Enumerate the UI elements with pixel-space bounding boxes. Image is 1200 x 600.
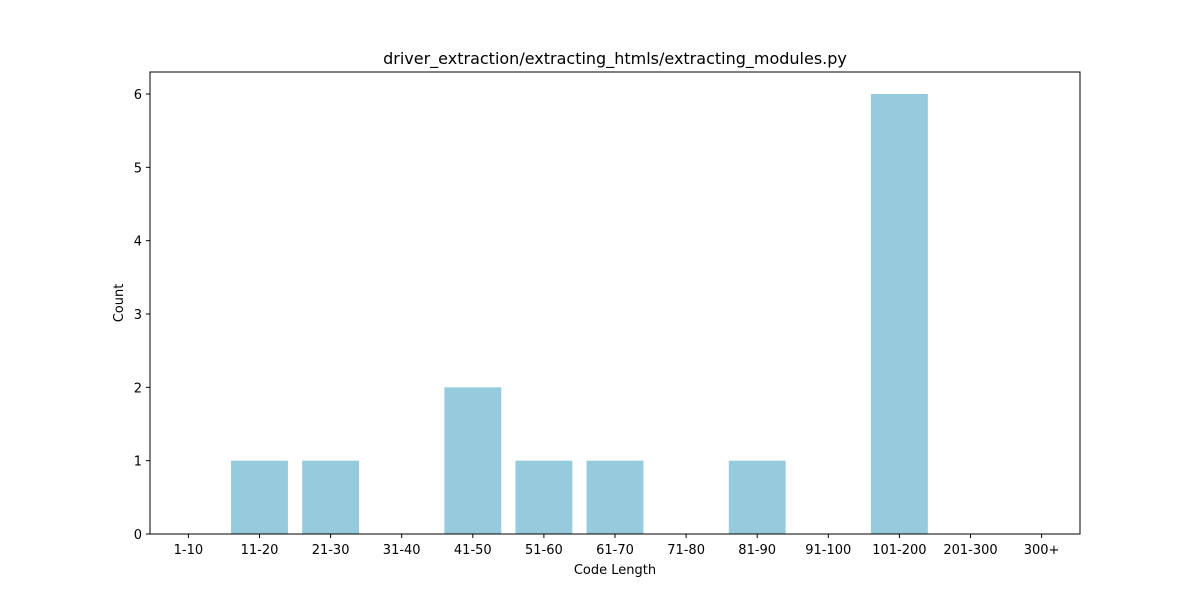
- y-tick-label: 6: [134, 88, 142, 103]
- bar-81-90: [728, 460, 786, 534]
- y-axis-label: Count: [112, 284, 127, 323]
- x-axis-label: Code Length: [574, 563, 656, 578]
- bar-41-50: [444, 387, 502, 534]
- x-tick-label: 51-60: [525, 543, 563, 558]
- x-tick-label: 21-30: [312, 543, 350, 558]
- x-tick-label: 11-20: [241, 543, 279, 558]
- plot-frame: [149, 71, 1081, 535]
- x-tick-label: 31-40: [383, 543, 421, 558]
- y-tick-label: 1: [134, 455, 142, 470]
- chart-title: driver_extraction/extracting_htmls/extra…: [383, 49, 847, 69]
- y-tick-label: 5: [134, 161, 142, 176]
- bar-61-70: [586, 460, 644, 534]
- x-tick-label: 81-90: [738, 543, 776, 558]
- x-tick-label: 201-300: [943, 543, 997, 558]
- x-axis-ticks: 1-10 11-20 21-30 31-40 41-50 51-60 61-70 71-80 8…: [174, 534, 1060, 558]
- x-tick-label: 41-50: [454, 543, 492, 558]
- bar-21-30: [302, 460, 360, 534]
- x-tick-label: 91-100: [805, 543, 851, 558]
- bar-51-60: [515, 460, 573, 534]
- y-axis-ticks: 0 1 2 3 4 5 6: [134, 88, 150, 543]
- x-tick-label: 101-200: [872, 543, 926, 558]
- bar-11-20: [231, 460, 288, 534]
- x-tick-label: 71-80: [667, 543, 705, 558]
- x-tick-label: 300+: [1024, 543, 1060, 558]
- y-tick-label: 3: [134, 308, 142, 323]
- y-tick-label: 2: [134, 381, 142, 396]
- x-tick-label: 1-10: [174, 543, 204, 558]
- y-tick-label: 4: [134, 235, 142, 250]
- y-tick-label: 0: [134, 528, 142, 543]
- bar-101-200: [870, 94, 928, 534]
- bars-group: [231, 94, 928, 534]
- x-tick-label: 61-70: [596, 543, 634, 558]
